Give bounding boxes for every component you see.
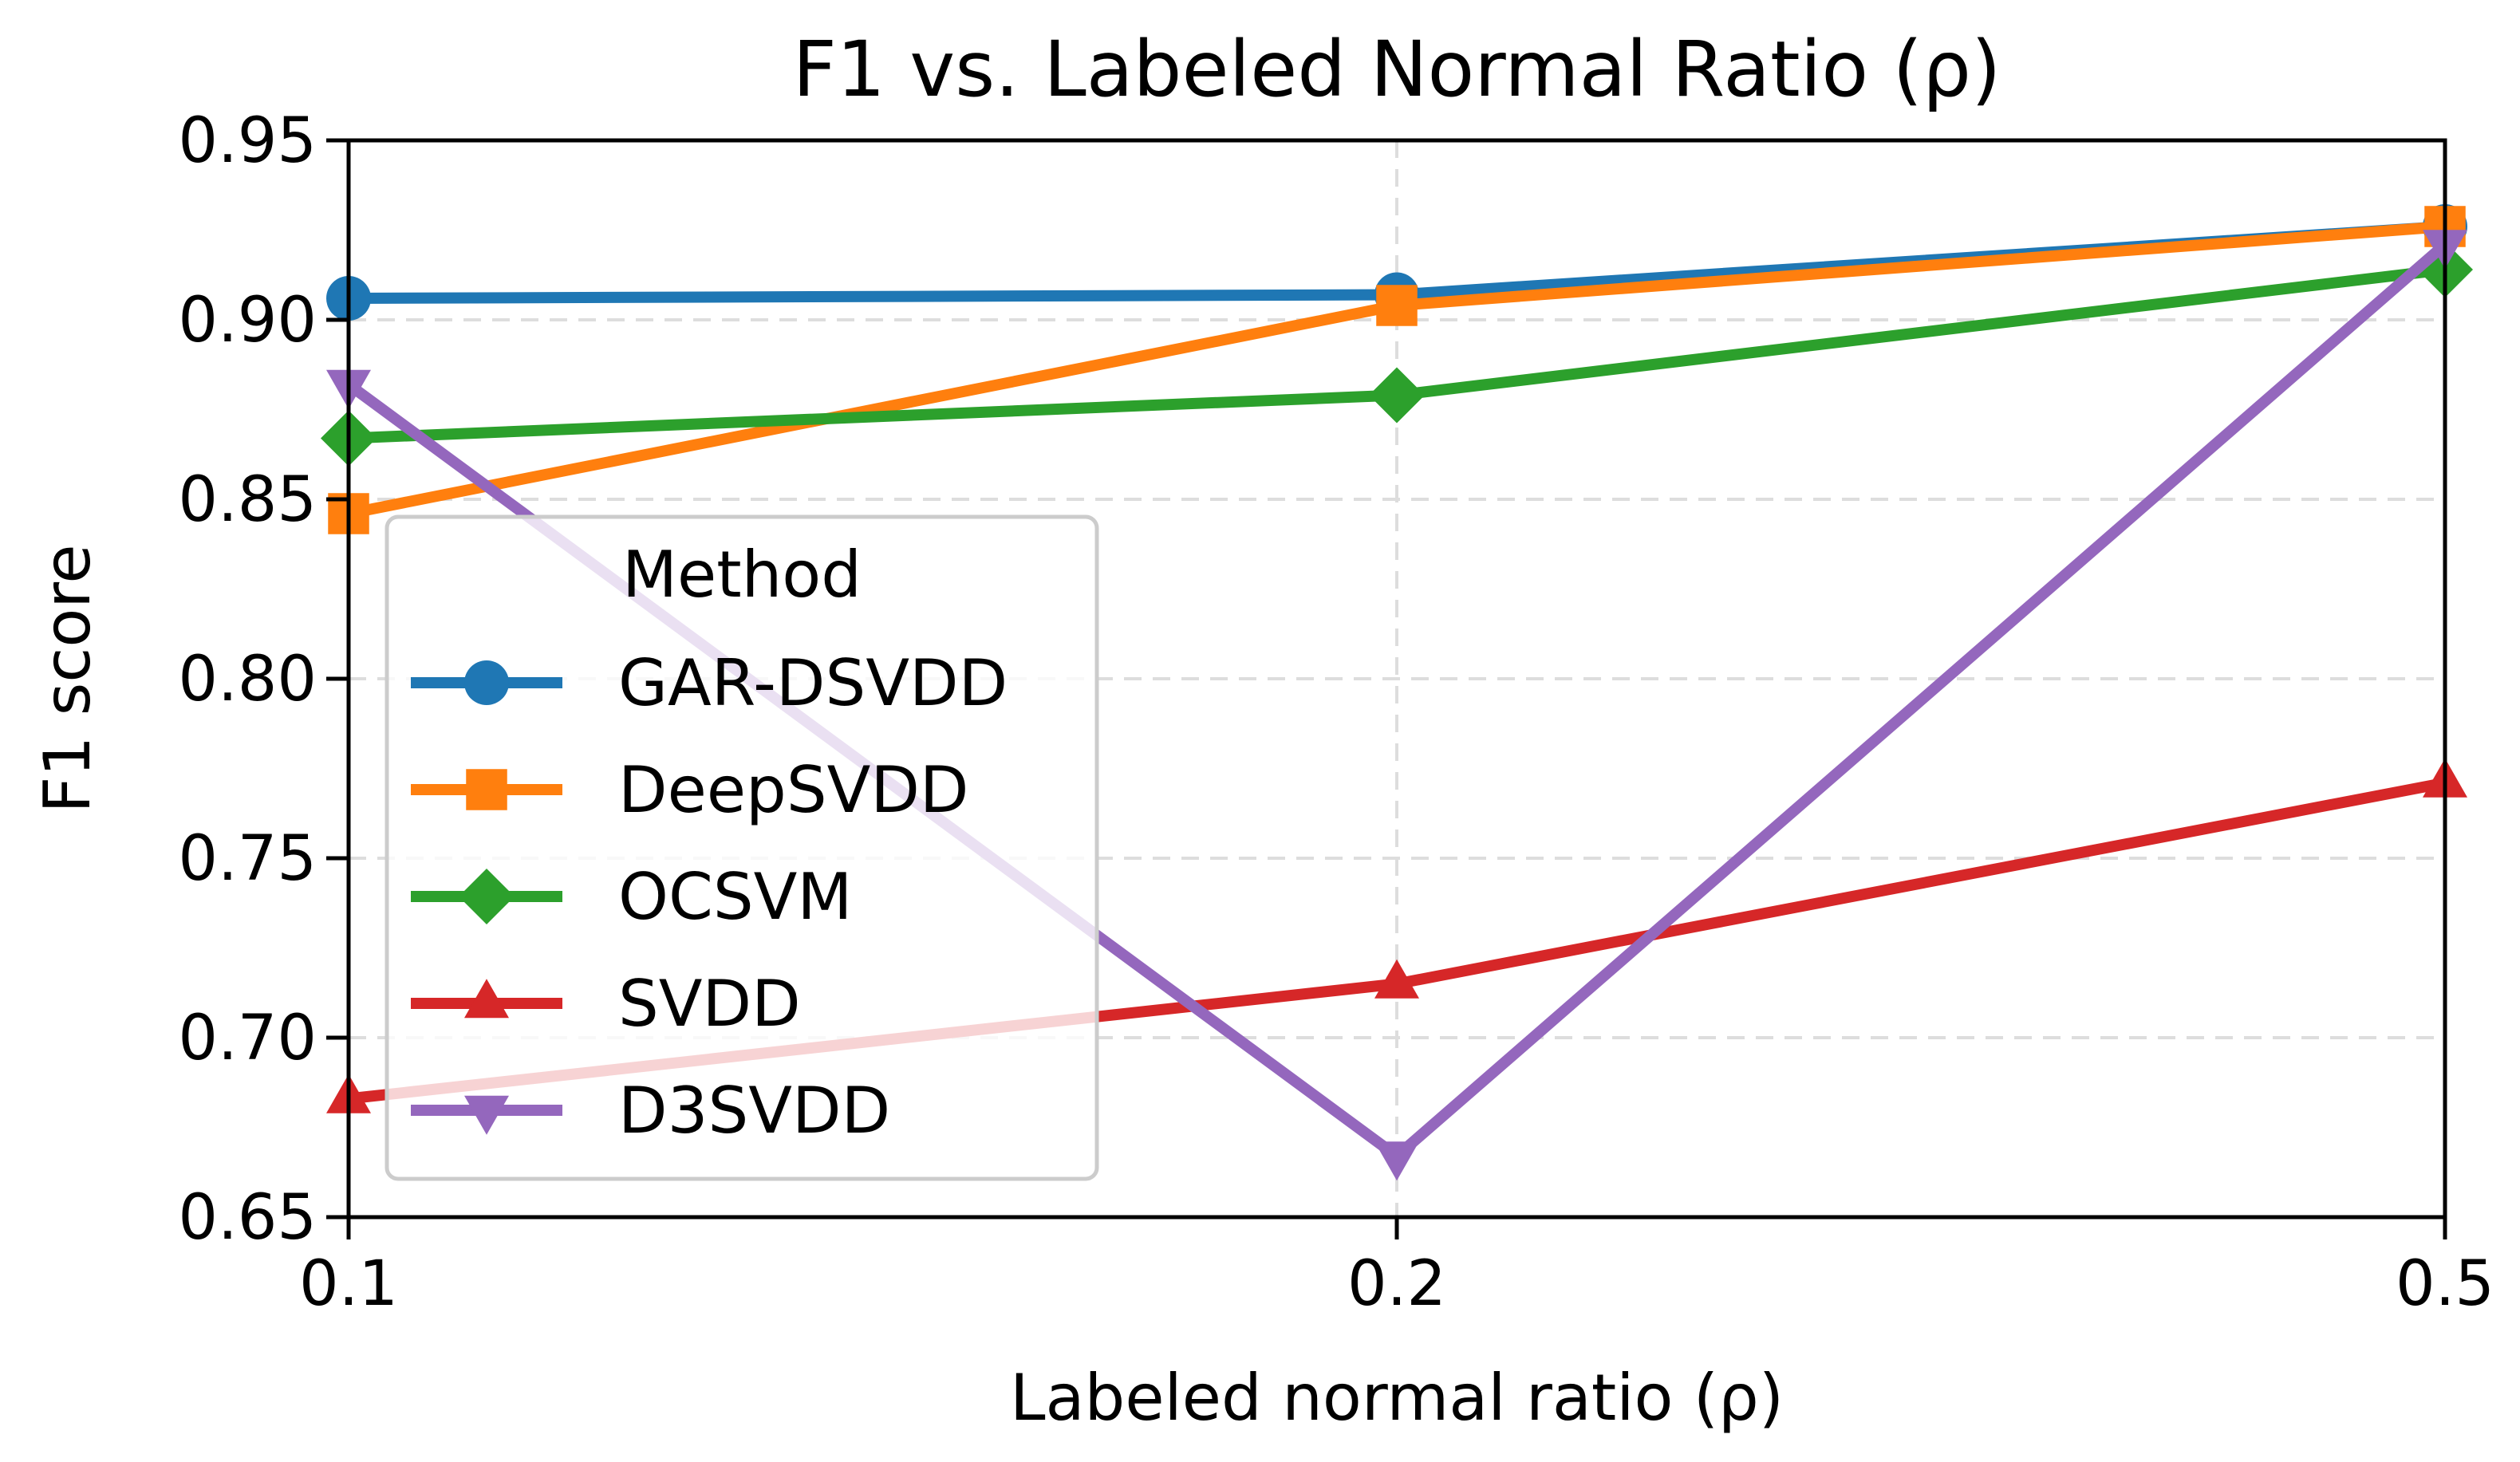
legend-frame (385, 514, 1099, 1181)
legend-swatch-marker-deepsvdd (466, 769, 507, 810)
y-tick-label: 0.90 (178, 285, 317, 357)
y-tick-label: 0.80 (178, 644, 317, 715)
legend-label-gar-dsvdd: GAR-DSVDD (618, 646, 1008, 720)
x-axis-label: Labeled normal ratio (ρ) (1010, 1361, 1784, 1435)
data-point-ocsvm (1369, 367, 1425, 424)
legend-label-d3svdd: D3SVDD (618, 1074, 890, 1148)
y-tick-label: 0.70 (178, 1003, 317, 1074)
x-tick-label: 0.1 (299, 1248, 398, 1320)
y-tick-label: 0.65 (178, 1182, 317, 1254)
legend-swatch-marker-gar-dsvdd (464, 660, 509, 705)
chart-title: F1 vs. Labeled Normal Ratio (ρ) (793, 25, 2001, 114)
legend-swatch-marker-d3svdd (464, 1095, 509, 1135)
legend-swatch-marker-svdd (464, 979, 509, 1019)
data-point-d3svdd (1374, 1141, 1419, 1181)
y-axis-label: F1 score (30, 544, 105, 813)
legend-label-ocsvm: OCSVM (618, 860, 852, 934)
legend-label-deepsvdd: DeepSVDD (618, 753, 969, 827)
legend-title: Method (622, 538, 862, 612)
ticks: 0.65 0.70 0.75 0.80 0.85 0.90 0.95 0.1 0.2 0.5 (178, 105, 2494, 1320)
y-tick-label: 0.75 (178, 823, 317, 895)
data-point-svdd (1374, 959, 1419, 999)
x-tick-label: 0.5 (2396, 1248, 2494, 1320)
data-point-deepsvdd (1376, 285, 1418, 326)
y-tick-label: 0.85 (178, 464, 317, 536)
legend-items: GAR-DSVDD DeepSVDD OCSVM SVDD D3SVDD (411, 646, 1008, 1148)
legend-swatch-marker-ocsvm (459, 869, 515, 924)
x-tick-label: 0.2 (1347, 1248, 1446, 1320)
legend-label-svdd: SVDD (618, 967, 801, 1041)
legend: Method GAR-DSVDD DeepSVDD OCSVM SVDD D3SVDD (385, 514, 1099, 1181)
y-tick-label: 0.95 (178, 105, 317, 177)
